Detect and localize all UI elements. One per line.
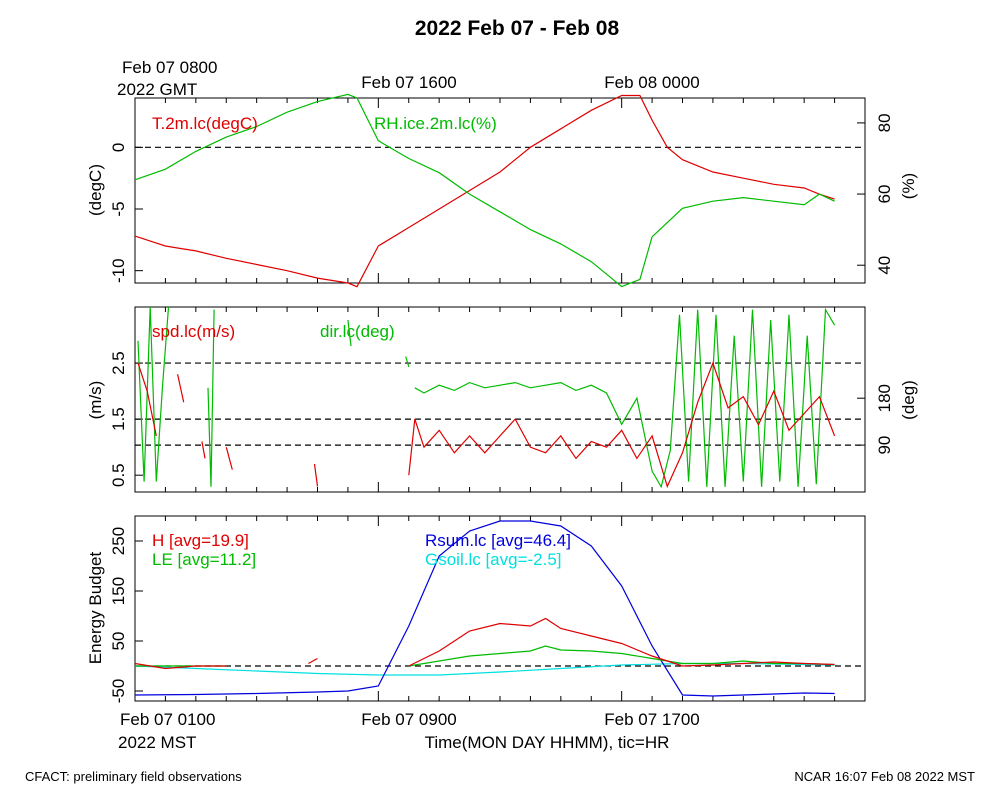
panel2-left-axis-title: (m/s) xyxy=(86,381,105,420)
panel3-y-label: 150 xyxy=(109,577,128,605)
direction-series-line xyxy=(405,356,410,368)
panel3-axis-title: Energy Budget xyxy=(86,551,105,664)
soil-heat-series-line xyxy=(134,662,835,676)
speed-series-line xyxy=(137,362,157,437)
panel1-left-y-label: 0 xyxy=(109,143,128,152)
speed-series-line xyxy=(225,447,233,470)
sensible-heat-series-line xyxy=(308,657,318,665)
panel1-right-y-label: 60 xyxy=(875,185,894,204)
latent-heat-series-line xyxy=(408,645,835,667)
panel3-y-label: 50 xyxy=(109,632,128,651)
direction-legend: dir.lc(deg) xyxy=(320,322,395,341)
panel2-right-axis-title: (deg) xyxy=(899,380,918,420)
panel2-right-y-label: 90 xyxy=(875,436,894,455)
temperature-humidity-panel: 0 -5 -10 80 60 40 (degC) (%) T.2m.lc(degC) RH.ice… xyxy=(86,93,918,288)
panel2-left-y-label: 2.5 xyxy=(109,351,128,375)
radiation-legend: Rsum.lc [avg=46.4] xyxy=(425,531,571,550)
panel1-right-y-label: 40 xyxy=(875,256,894,275)
humidity-legend: RH.ice.2m.lc(%) xyxy=(374,114,497,133)
direction-series-line xyxy=(414,307,836,489)
top-right-time-label: Feb 08 0000 xyxy=(604,73,699,92)
panel1-left-y-label: -5 xyxy=(109,201,128,216)
speed-series-line xyxy=(201,441,206,459)
footer-right: NCAR 16:07 Feb 08 2022 MST xyxy=(794,769,975,784)
humidity-series-line xyxy=(134,93,835,288)
direction-series-line xyxy=(207,309,215,487)
top-left-zone-label: 2022 GMT xyxy=(117,80,197,99)
bottom-mid-time-label: Feb 07 0900 xyxy=(361,710,456,729)
wind-panel: 2.5 1.5 0.5 180 90 (m/s) (deg) spd.lc(m/s) dir.l… xyxy=(86,306,918,493)
soil-heat-legend: Gsoil.lc [avg=-2.5] xyxy=(425,550,562,569)
sensible-heat-legend: H [avg=19.9] xyxy=(152,531,249,550)
speed-series-line xyxy=(177,374,185,403)
chart-title: 2022 Feb 07 - Feb 08 xyxy=(415,17,620,40)
speed-series-line xyxy=(408,361,836,489)
panel2-left-y-label: 1.5 xyxy=(109,407,128,431)
sensible-heat-series-line xyxy=(408,617,835,667)
top-mid-time-label: Feb 07 1600 xyxy=(361,73,456,92)
footer-left: CFACT: preliminary field observations xyxy=(25,769,242,784)
speed-legend: spd.lc(m/s) xyxy=(152,322,235,341)
direction-series-line xyxy=(347,319,352,347)
direction-series-line xyxy=(137,306,170,482)
bottom-left-zone-label: 2022 MST xyxy=(118,733,196,752)
top-left-time-label: Feb 07 0800 xyxy=(122,58,217,77)
temperature-series-line xyxy=(134,94,835,288)
panel3-y-label: -50 xyxy=(109,679,128,704)
temperature-legend: T.2m.lc(degC) xyxy=(152,114,258,133)
panel2-right-y-label: 180 xyxy=(875,384,894,412)
bottom-left-time-label: Feb 07 0100 xyxy=(120,710,215,729)
sensible-heat-series-line xyxy=(134,662,227,670)
panel1-right-axis-title: (%) xyxy=(899,173,918,199)
x-axis-label: Time(MON DAY HHMM), tic=HR xyxy=(425,733,670,752)
panel2-frame xyxy=(134,306,866,493)
speed-series-line xyxy=(313,463,319,487)
panel2-left-y-label: 0.5 xyxy=(109,463,128,487)
latent-heat-legend: LE [avg=11.2] xyxy=(152,550,256,569)
panel3-y-label: 250 xyxy=(109,527,128,555)
panel1-left-y-label: -10 xyxy=(109,258,128,283)
panel1-left-axis-title: (degC) xyxy=(86,164,105,216)
bottom-right-time-label: Feb 07 1700 xyxy=(604,710,699,729)
radiation-series-line xyxy=(134,520,835,697)
panel1-right-y-label: 80 xyxy=(875,113,894,132)
